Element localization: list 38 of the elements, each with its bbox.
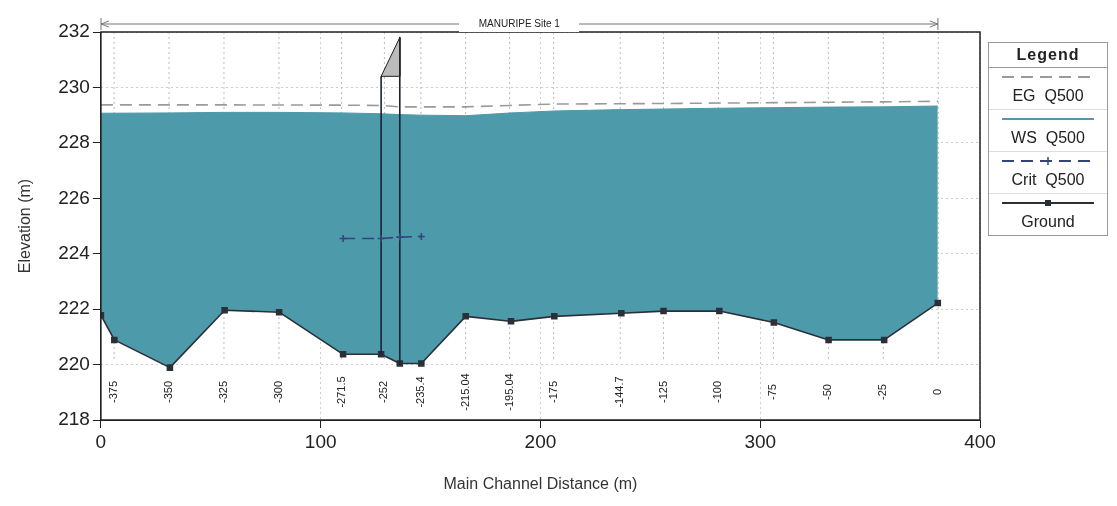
x2-tick-label: 0 xyxy=(931,388,944,396)
y-tick-label: 226 xyxy=(58,186,90,208)
y-tick-label: 228 xyxy=(58,131,90,153)
x2-tick-label: -50 xyxy=(821,384,834,400)
x-tick-label: 0 xyxy=(95,430,107,452)
x2-tick-label: -125 xyxy=(656,380,669,404)
text: EG Q500 xyxy=(1011,87,1085,105)
x-tick-label: 400 xyxy=(964,430,996,452)
y-axis-title: Elevation (m) xyxy=(16,178,34,274)
x2-tick-label: -175 xyxy=(546,380,559,404)
y-tick-label: 230 xyxy=(58,75,90,97)
x2-tick-label: -75 xyxy=(766,384,779,400)
legend-label: Ground xyxy=(1020,213,1076,231)
legend-label: Crit Q500 xyxy=(1010,171,1086,189)
y-tick-label: 232 xyxy=(58,20,90,42)
x2-tick-label: -215.04 xyxy=(458,373,471,411)
x2-tick-label: -350 xyxy=(162,380,175,404)
x2-tick-label: -300 xyxy=(271,380,284,404)
x2-tick-label: -100 xyxy=(711,380,724,404)
x-tick-label: 200 xyxy=(524,430,557,452)
x-tick-label: 300 xyxy=(744,430,777,452)
y-tick-label: 224 xyxy=(58,241,91,263)
chart-title: MANURIPE Site 1 xyxy=(459,16,580,32)
x2-tick-label: -25 xyxy=(876,384,889,400)
text: WS Q500 xyxy=(1010,129,1086,147)
x2-tick-label: -252 xyxy=(377,380,390,404)
x2-tick-label: -195.04 xyxy=(502,373,515,411)
y-tick-label: 220 xyxy=(58,352,90,374)
x-tick-label: 100 xyxy=(304,430,337,452)
legend-title: Legend xyxy=(989,43,1107,68)
x2-tick-label: -325 xyxy=(217,380,230,404)
y-tick-label: 218 xyxy=(58,408,90,430)
x2-tick-label: -144.7 xyxy=(613,376,626,408)
x2-tick-label: -375 xyxy=(107,380,120,404)
x2-tick-label: -235.4 xyxy=(413,376,426,408)
x-axis-title: Main Channel Distance (m) xyxy=(443,474,638,492)
y-tick-label: 222 xyxy=(58,297,90,319)
x2-tick-label: -271.5 xyxy=(334,376,347,408)
